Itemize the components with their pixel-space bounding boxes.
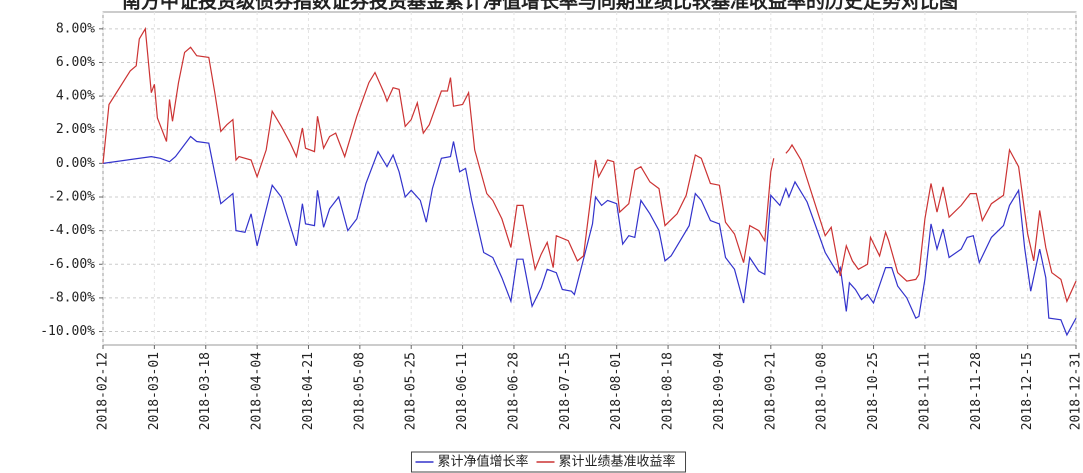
x-tick-label: 2018-06-28: [506, 352, 521, 430]
y-tick-label: -8.00%: [48, 290, 95, 305]
x-tick-label: 2018-08-01: [609, 352, 624, 430]
x-tick-label: 2018-11-11: [917, 352, 932, 430]
x-tick-label: 2018-09-21: [763, 352, 778, 430]
x-tick-label: 2018-04-21: [301, 352, 316, 430]
x-tick-label: 2018-08-18: [661, 352, 676, 430]
y-tick-label: 4.00%: [56, 89, 95, 104]
x-tick-label: 2018-06-11: [455, 352, 470, 430]
legend: 累计净值增长率 累计业绩基准收益率: [410, 451, 687, 473]
y-tick-label: -10.00%: [40, 324, 95, 339]
x-tick-label: 2018-02-12: [96, 352, 111, 430]
x-tick-label: 2018-05-25: [404, 352, 419, 430]
legend-label: 累计业绩基准收益率: [559, 454, 676, 470]
y-tick-label: -2.00%: [48, 190, 95, 205]
y-tick-label: 8.00%: [56, 21, 95, 36]
x-tick-label: 2018-11-28: [969, 352, 984, 430]
y-tick-label: 0.00%: [56, 156, 95, 171]
x-tick-label: 2018-12-31: [1069, 352, 1083, 430]
plot-area: [102, 11, 1077, 346]
y-tick-label: -6.00%: [48, 257, 95, 272]
y-tick-label: -4.00%: [48, 223, 95, 238]
x-tick-label: 2018-09-04: [712, 352, 727, 430]
y-tick-label: 6.00%: [56, 55, 95, 70]
x-tick-label: 2018-10-25: [866, 352, 881, 430]
legend-label: 累计净值增长率: [437, 454, 528, 470]
series-line: [102, 135, 1077, 337]
series-line: [102, 26, 1077, 304]
chart-title: 南方中证投资级债券指数证券投资基金累计净值增长率与同期业绩比较基准收益率的历史走…: [122, 0, 958, 13]
x-tick-label: 2018-03-18: [198, 352, 213, 430]
y-tick-label: 2.00%: [56, 122, 95, 137]
x-tick-label: 2018-10-08: [815, 352, 830, 430]
x-tick-label: 2018-05-08: [352, 352, 367, 430]
x-tick-label: 2018-03-01: [147, 352, 162, 430]
x-tick-label: 2018-12-15: [1020, 352, 1035, 430]
x-tick-label: 2018-04-04: [250, 352, 265, 430]
x-tick-label: 2018-07-15: [558, 352, 573, 430]
